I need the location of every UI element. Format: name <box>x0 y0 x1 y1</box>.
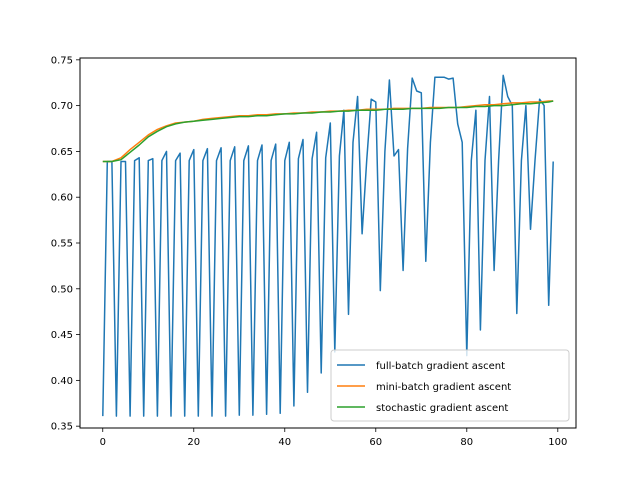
x-tick-label: 0 <box>100 437 106 448</box>
series-layer <box>102 74 554 417</box>
y-tick-label: 0.35 <box>51 422 73 433</box>
x-axis: 0 20 40 60 80 100 <box>100 428 567 448</box>
x-tick-label: 40 <box>278 437 291 448</box>
x-tick-label: 20 <box>187 437 200 448</box>
y-tick-label: 0.50 <box>51 284 73 295</box>
y-tick-label: 0.55 <box>51 239 73 250</box>
y-tick-label: 0.60 <box>51 193 73 204</box>
y-tick-label: 0.40 <box>51 376 73 387</box>
legend-box <box>330 349 570 422</box>
legend-label-mini-batch: mini-batch gradient ascent <box>376 382 511 393</box>
legend-label-stochastic: stochastic gradient ascent <box>376 403 508 414</box>
y-tick-label: 0.70 <box>51 101 73 112</box>
series-line-2 <box>102 100 554 163</box>
series-line-0 <box>102 74 554 417</box>
legend-label-full-batch: full-batch gradient ascent <box>376 361 505 372</box>
x-tick-label: 60 <box>369 437 382 448</box>
x-tick-label: 100 <box>548 437 567 448</box>
y-axis: 0.35 0.40 0.45 0.50 0.55 0.60 0.65 0.70 0.75 <box>51 55 80 433</box>
y-tick-label: 0.75 <box>51 55 73 66</box>
y-tick-label: 0.65 <box>51 147 73 158</box>
y-tick-label: 0.45 <box>51 330 73 341</box>
legend: full-batch gradient ascent mini-batch gr… <box>330 349 570 422</box>
x-tick-label: 80 <box>460 437 473 448</box>
